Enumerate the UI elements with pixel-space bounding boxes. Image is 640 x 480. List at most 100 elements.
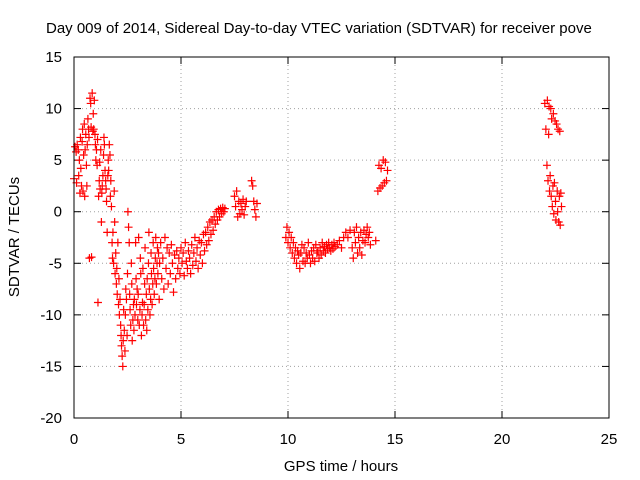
data-point: [169, 288, 178, 297]
data-point: [80, 120, 89, 129]
data-point: [90, 96, 99, 105]
data-point: [132, 300, 141, 309]
data-point: [184, 246, 193, 255]
data-point: [117, 341, 126, 350]
data-point: [290, 254, 299, 263]
data-point: [168, 259, 177, 268]
data-point: [177, 243, 185, 252]
data-point: [241, 202, 250, 211]
data-point: [129, 326, 138, 335]
x-axis-label: GPS time / hours: [284, 458, 398, 475]
data-point: [143, 305, 152, 314]
data-point: [122, 295, 131, 304]
data-point: [321, 248, 330, 257]
data-point: [556, 221, 565, 230]
data-point: [170, 251, 179, 260]
data-point: [89, 125, 98, 134]
data-point: [171, 274, 180, 283]
data-point: [149, 264, 158, 273]
data-point: [138, 298, 147, 307]
data-point: [73, 140, 82, 149]
data-point: [248, 181, 257, 190]
data-point: [112, 264, 121, 273]
grid: [74, 57, 609, 418]
data-point: [154, 248, 163, 257]
data-point: [180, 271, 189, 280]
data-point: [183, 264, 192, 273]
data-point: [90, 130, 99, 139]
data-point: [155, 295, 164, 304]
x-tick-label: 0: [70, 431, 78, 448]
data-point: [349, 254, 358, 263]
data-point: [88, 89, 97, 98]
x-tick-label: 10: [280, 431, 297, 448]
data-point: [381, 158, 390, 167]
data-point: [89, 109, 98, 118]
y-tick-label: 10: [45, 101, 62, 118]
data-point: [104, 166, 113, 175]
data-point: [556, 189, 565, 198]
data-point: [127, 259, 136, 268]
data-point: [136, 254, 145, 263]
y-tick-label: -5: [49, 255, 62, 272]
axis-ticks: 0 5 10 15 20 25 -20 -15 -10 -5 0 5 10 15: [40, 49, 617, 448]
data-point: [546, 171, 555, 180]
data-point: [188, 261, 197, 270]
data-point: [547, 192, 556, 201]
data-point: [138, 264, 147, 273]
data-point: [137, 331, 146, 340]
data-point: [352, 223, 361, 232]
data-point: [355, 243, 364, 252]
data-point: [75, 156, 84, 165]
data-point: [130, 310, 139, 319]
data-point: [140, 279, 149, 288]
data-point: [544, 176, 553, 185]
data-point: [247, 176, 256, 185]
data-point: [549, 109, 558, 118]
data-point: [147, 248, 156, 257]
data-point: [143, 274, 152, 283]
data-point: [354, 233, 363, 242]
data-point: [547, 114, 556, 123]
data-point: [382, 176, 391, 185]
data-point: [110, 218, 119, 227]
data-point: [123, 269, 132, 278]
data-point: [220, 204, 229, 213]
data-point: [310, 257, 319, 266]
data-point: [311, 240, 320, 249]
data-point: [102, 197, 111, 206]
data-point: [377, 164, 386, 173]
data-point: [86, 94, 95, 103]
data-point: [317, 251, 326, 260]
data-point: [133, 316, 142, 325]
data-point: [545, 187, 554, 196]
data-point: [167, 240, 176, 249]
data-point: [159, 285, 168, 294]
data-point: [121, 310, 130, 319]
data-point: [196, 251, 205, 260]
data-point: [126, 305, 135, 314]
data-point: [371, 236, 380, 245]
data-point: [93, 135, 102, 144]
data-point: [157, 274, 166, 283]
data-point: [285, 228, 294, 237]
data-point: [363, 223, 372, 232]
x-tick-label: 20: [494, 431, 511, 448]
data-point: [118, 362, 127, 371]
y-tick-label: 5: [54, 152, 62, 169]
data-point: [150, 274, 159, 283]
data-point: [134, 233, 143, 242]
y-tick-label: -20: [40, 410, 62, 427]
data-point: [106, 176, 115, 185]
data-point: [148, 300, 157, 309]
data-point: [543, 96, 552, 105]
data-point: [82, 161, 91, 170]
data-point: [120, 326, 129, 335]
data-point: [141, 316, 150, 325]
data-point: [108, 254, 117, 263]
data-point: [156, 238, 165, 247]
data-point: [353, 248, 362, 257]
data-point: [81, 145, 90, 154]
data-point: [544, 130, 553, 139]
